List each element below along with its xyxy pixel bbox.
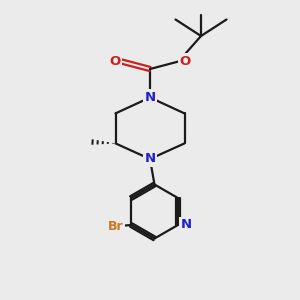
Text: N: N (181, 218, 192, 232)
Text: O: O (179, 55, 191, 68)
Text: Br: Br (108, 220, 124, 233)
Text: O: O (109, 55, 121, 68)
Text: N: N (144, 91, 156, 104)
Text: N: N (144, 152, 156, 166)
